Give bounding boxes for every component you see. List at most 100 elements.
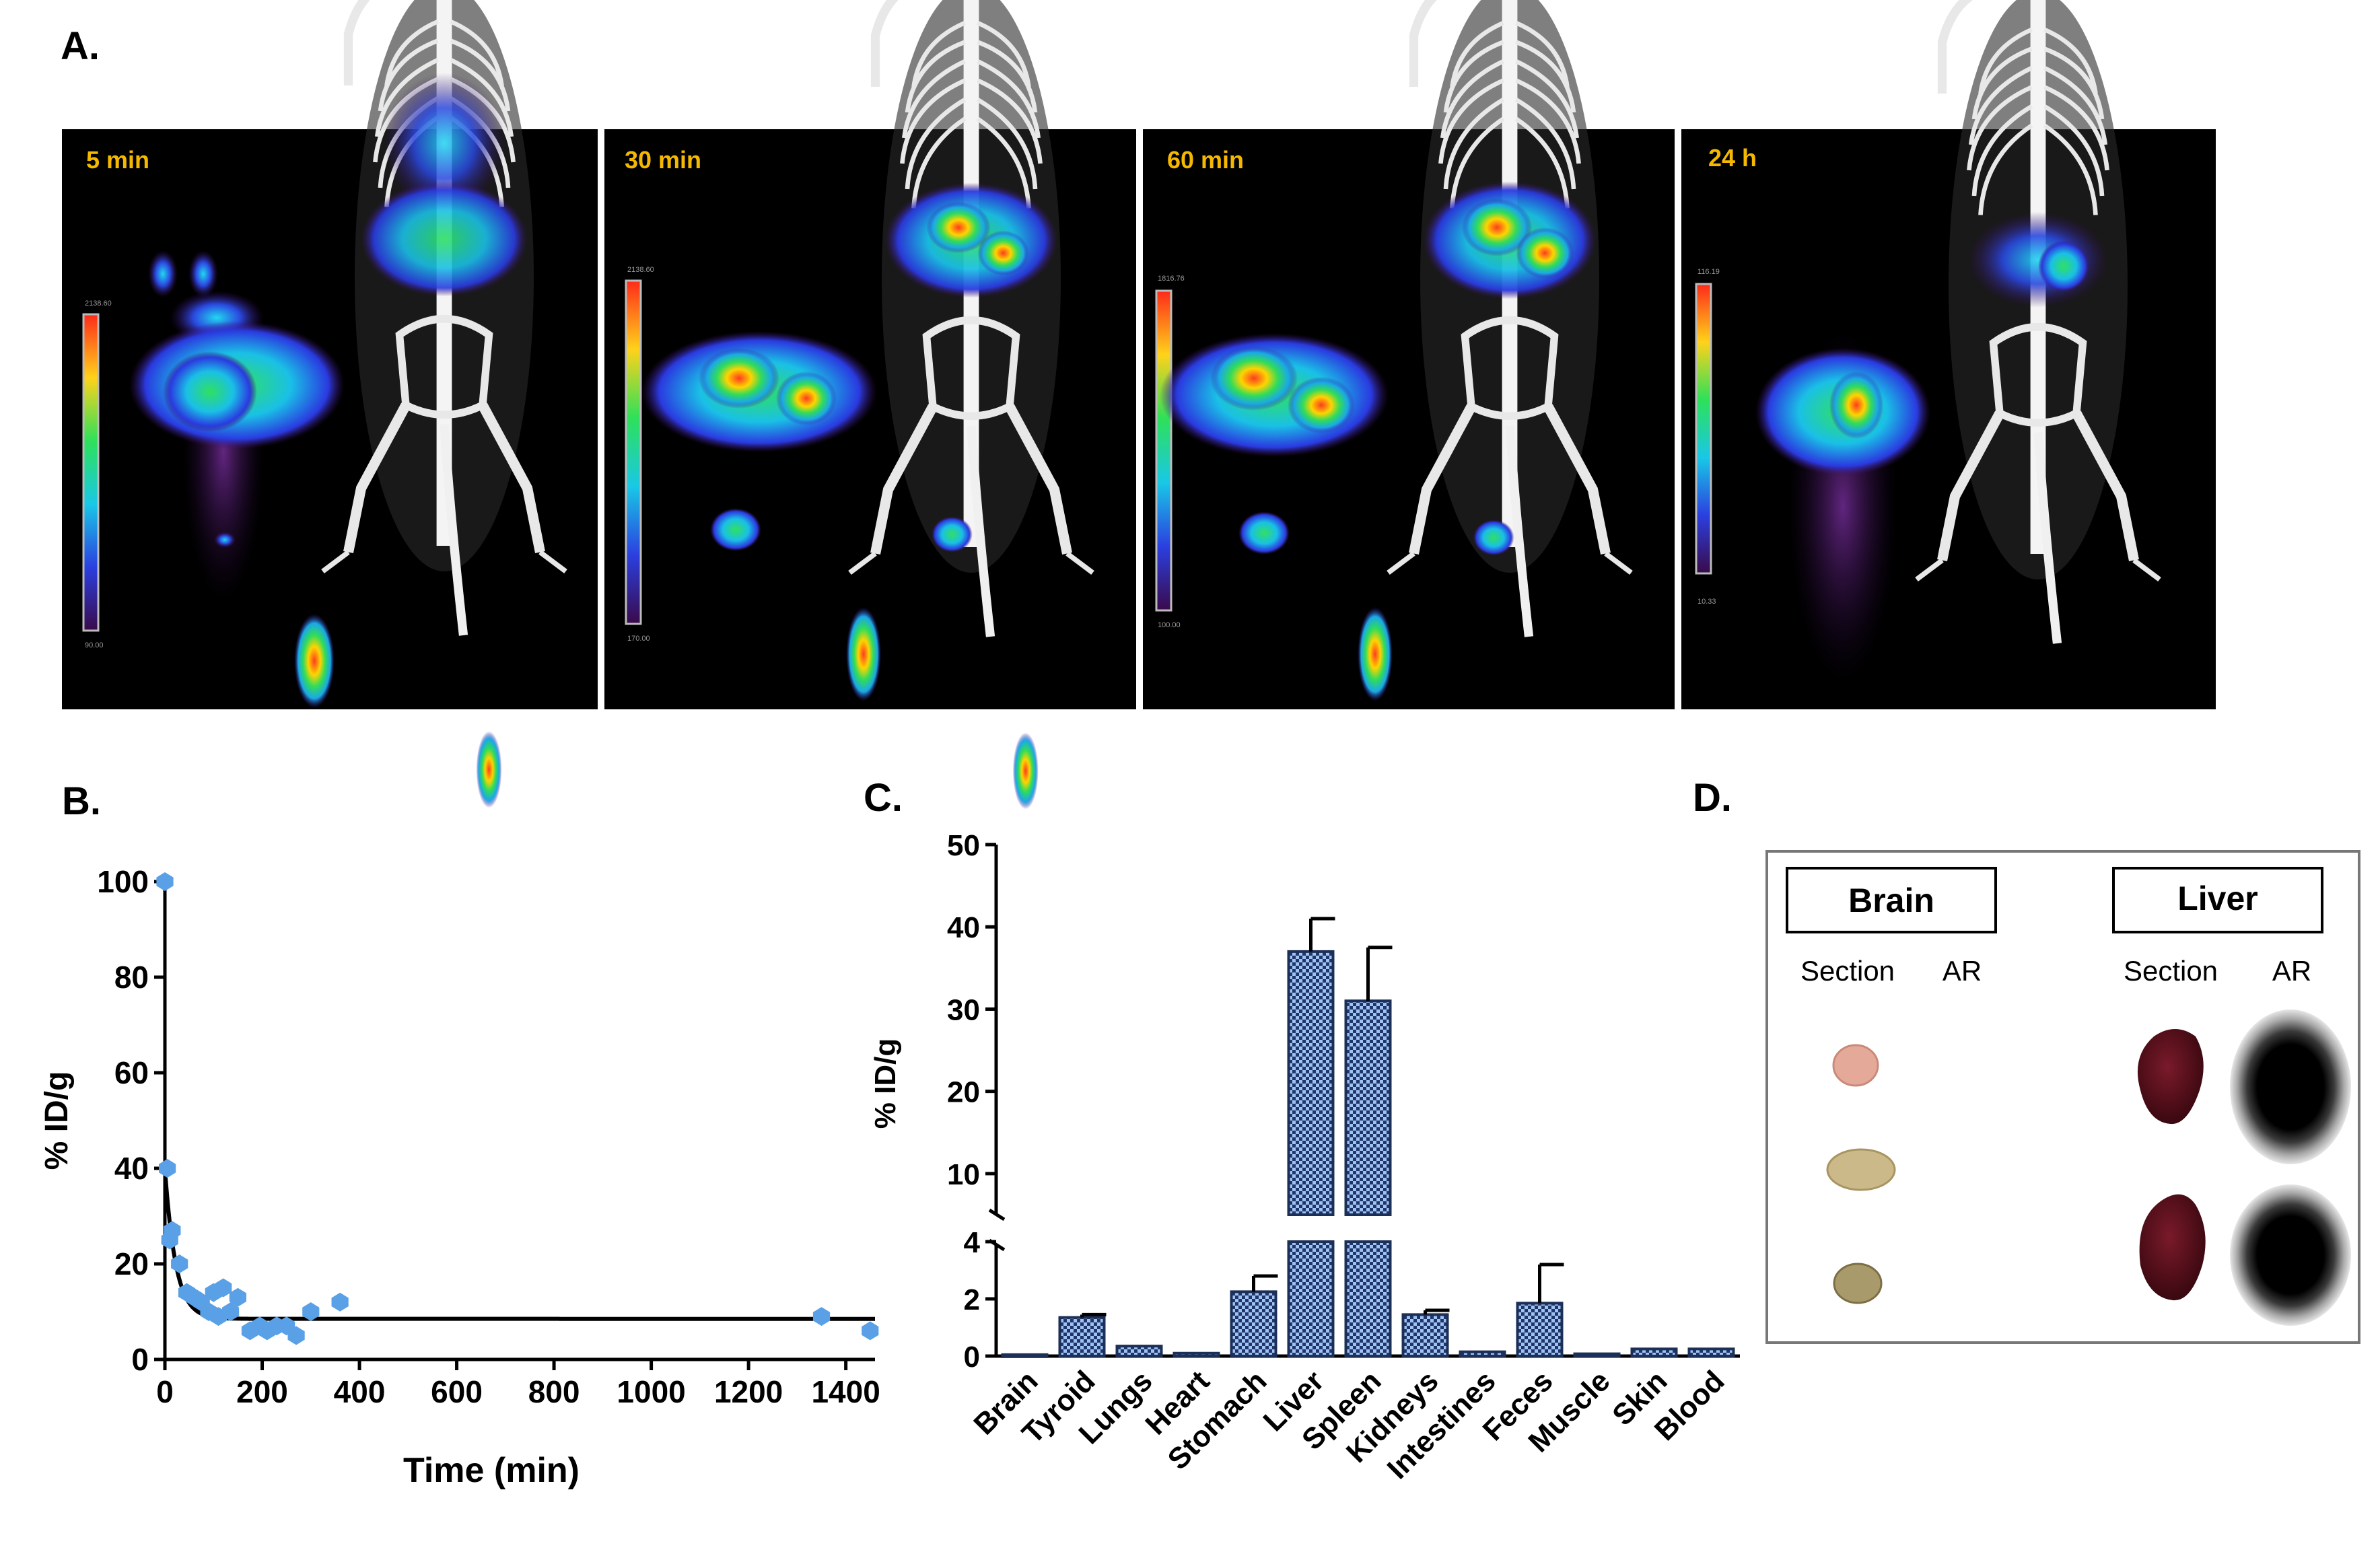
frame-time-label: 5 min [86, 146, 149, 174]
color-scale-min: 10.33 [1698, 598, 1716, 606]
liver-title: Liver [2177, 880, 2258, 917]
brain-section-3 [1833, 1263, 1883, 1304]
liver-section-1 [2137, 1029, 2204, 1125]
x-tick-label: 400 [334, 1374, 386, 1409]
bar [1001, 1353, 1049, 1358]
panel-frame [1765, 850, 2360, 1344]
data-point [229, 1287, 246, 1307]
axis-break-mark [988, 1208, 1006, 1221]
color-scale-bar [1695, 283, 1712, 575]
color-scale-max: 116.19 [1698, 268, 1720, 276]
liver-ar-2 [2230, 1184, 2351, 1326]
panel-label-c: C. [864, 776, 903, 820]
pet-signal [129, 250, 345, 708]
ct-skeleton [1917, 0, 2192, 643]
pet-ct-frame-3: 60 min 1816.76 100.00 [1143, 0, 1675, 709]
fit-curve [163, 1168, 875, 1321]
color-scale-max: 2138.60 [85, 299, 112, 308]
data-point [862, 1321, 879, 1341]
bar [1058, 1316, 1106, 1357]
chart-b: 0 20 40 60 80 100 0 200 400 600 800 1000 1200 1400 %… [39, 864, 880, 1490]
data-point [159, 1159, 176, 1178]
y-tick-label: 4 [964, 1226, 981, 1259]
frame-time-label: 24 h [1708, 144, 1757, 172]
brain-section-label: Section [1800, 955, 1895, 987]
brain-section-1 [1832, 1044, 1879, 1087]
bar [1401, 1313, 1449, 1357]
ct-skeleton [1389, 0, 1664, 637]
bar [1573, 1352, 1621, 1357]
brain-title-box [1786, 867, 1997, 933]
panel-label-b: B. [62, 779, 101, 823]
liver-section-2 [2139, 1194, 2206, 1301]
y-tick-label: 30 [947, 993, 980, 1026]
bar [1459, 1350, 1506, 1357]
brain-title: Brain [1848, 882, 1934, 919]
frame-time-label: 30 min [625, 146, 701, 174]
y-tick-label: 100 [97, 864, 149, 899]
color-scale-min: 170.00 [627, 635, 650, 643]
bar [1344, 1240, 1392, 1357]
liver-ar-label: AR [2272, 955, 2311, 987]
panel-label-a: A. [61, 24, 100, 68]
x-tick-label: 1000 [617, 1374, 685, 1409]
liver-ar-1 [2230, 1009, 2351, 1164]
ct-skeleton [850, 0, 1125, 810]
data-point [164, 1221, 181, 1240]
y-tick-label: 0 [964, 1341, 980, 1374]
y-tick-label: 50 [947, 829, 980, 862]
bar [1516, 1302, 1564, 1357]
y-tick-label: 10 [947, 1158, 980, 1191]
y-tick-label: 0 [131, 1342, 149, 1377]
color-scale-max: 2138.60 [627, 266, 654, 274]
color-scale-bar [625, 279, 642, 625]
x-tick-label: 0 [156, 1374, 174, 1409]
brain-ar-label: AR [1943, 955, 1982, 987]
bar [1172, 1351, 1220, 1357]
autoradiography-panel: Brain Liver Section AR Section AR [1765, 850, 2360, 1344]
bar [1630, 1347, 1678, 1357]
pet-ct-frame-2: 30 min 2138.60 170.00 [604, 0, 1136, 810]
ct-skeleton [323, 0, 598, 808]
bar [1687, 1347, 1735, 1357]
y-tick-label: 80 [114, 960, 149, 995]
bar [1287, 1240, 1335, 1357]
pet-signal [641, 331, 881, 701]
color-scale-min: 100.00 [1158, 621, 1181, 629]
brain-section-2 [1826, 1148, 1896, 1191]
y-axis-label: % ID/g [39, 1071, 75, 1170]
y-tick-label: 40 [114, 1151, 149, 1186]
x-tick-label: 800 [528, 1374, 580, 1409]
x-tick-label: 1400 [811, 1374, 880, 1409]
liver-section-label: Section [2124, 955, 2218, 987]
data-point [812, 1307, 831, 1326]
data-point [215, 1278, 232, 1298]
y-axis-label: % ID/g [869, 1038, 902, 1129]
frame-time-label: 60 min [1167, 146, 1244, 174]
color-scale-min: 90.00 [85, 641, 104, 649]
x-tick-label: 1200 [714, 1374, 783, 1409]
data-point [287, 1326, 305, 1345]
bar [1287, 950, 1335, 1217]
bar [1115, 1345, 1163, 1357]
x-tick-label: 600 [431, 1374, 483, 1409]
bar [1230, 1290, 1278, 1357]
liver-title-box [2112, 867, 2323, 933]
pet-ct-frame-1: 5 min 2138.60 90.00 [62, 0, 598, 808]
pet-ct-frame-4: 24 h 116.19 10.33 [1681, 0, 2216, 709]
data-point [171, 1254, 188, 1273]
y-tick-label: 40 [947, 911, 980, 944]
data-point [156, 872, 174, 891]
x-axis-label: Time (min) [403, 1451, 580, 1490]
y-tick-label: 60 [114, 1055, 149, 1090]
data-point [302, 1302, 320, 1321]
pet-signal [1160, 333, 1393, 701]
color-scale-max: 1816.76 [1158, 275, 1185, 283]
color-scale-bar [82, 313, 100, 632]
data-point [221, 1302, 240, 1321]
x-tick-label: 200 [236, 1374, 288, 1409]
y-tick-label: 20 [947, 1076, 980, 1109]
color-scale-bar [1155, 289, 1172, 612]
